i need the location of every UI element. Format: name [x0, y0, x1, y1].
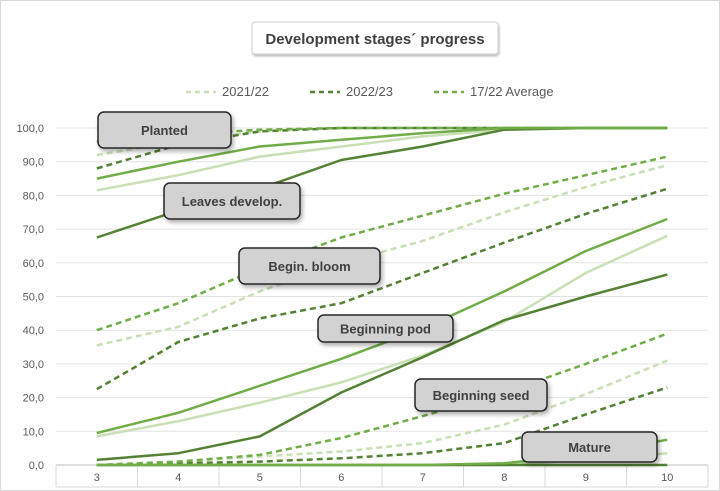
x-tick-label: 5: [257, 472, 263, 484]
line-begin-bloom-2021-22: [96, 163, 668, 347]
legend-label-2022-23: 2022/23: [346, 84, 393, 99]
chart-title-box: Development stages´ progress: [251, 21, 499, 55]
y-tick-label: 50,0: [23, 292, 44, 304]
stage-label-box: [521, 431, 658, 463]
legend-item-2022-23: 2022/23: [310, 84, 393, 99]
grid-lines: [56, 127, 708, 432]
stage-label-text: Beginning seed: [433, 388, 530, 403]
stage-label-text: Leaves develop.: [182, 194, 282, 209]
stage-label-planted: Planted: [97, 111, 232, 149]
line-beginning-pod-2021-22: [96, 234, 668, 438]
stage-label-beginning-seed: Beginning seed: [414, 378, 548, 412]
stage-label-text: Beginning pod: [340, 322, 431, 337]
x-tick-label: 3: [94, 472, 100, 484]
line-beginning-pod-17-22-average: [96, 217, 668, 435]
y-tick-label: 90,0: [23, 157, 44, 169]
stage-label-text: Planted: [141, 123, 188, 138]
line-leaves-develop-17-22-average: [96, 126, 668, 180]
stage-label-box: [163, 182, 301, 220]
stage-label-mature: Mature: [521, 431, 658, 463]
line-beginning-seed-2022-23: [96, 386, 668, 467]
line-beginning-seed-17-22-average: [96, 332, 668, 467]
stage-label-leaves-develop: Leaves develop.: [163, 182, 301, 220]
x-tick-label: 4: [175, 472, 181, 484]
stage-label-text: Mature: [568, 440, 611, 455]
line-begin-bloom-17-22-average: [96, 155, 668, 332]
y-tick-label: 80,0: [23, 190, 44, 202]
legend-item-17-22-average: 17/22 Average: [434, 84, 554, 99]
stage-label-box: [238, 247, 381, 285]
y-tick-label: 30,0: [23, 359, 44, 371]
legend: 2021/22 2022/23 17/22 Average: [186, 84, 554, 99]
chart-title: Development stages´ progress: [265, 31, 484, 48]
y-tick-label: 100,0: [16, 123, 44, 135]
stage-label-beginning-pod: Beginning pod: [317, 314, 454, 343]
legend-label-2021-22: 2021/22: [222, 84, 269, 99]
y-tick-label: 40,0: [23, 325, 44, 337]
y-tick-label: 0,0: [29, 460, 44, 472]
x-tick-label: 9: [583, 472, 589, 484]
stage-label-begin-bloom: Begin. bloom: [238, 247, 381, 285]
x-tick-label: 8: [501, 472, 507, 484]
line-beginning-pod-2022-23: [96, 273, 668, 462]
stage-label-box: [97, 111, 232, 149]
y-tick-label: 70,0: [23, 224, 44, 236]
stage-label-text: Begin. bloom: [268, 259, 350, 274]
x-tick-label: 6: [338, 472, 344, 484]
y-tick-label: 20,0: [23, 393, 44, 405]
legend-item-2021-22: 2021/22: [186, 84, 269, 99]
y-tick-label: 10,0: [23, 426, 44, 438]
stage-label-box: [414, 378, 548, 412]
line-begin-bloom-2022-23: [96, 187, 668, 391]
x-tick-label: 10: [661, 472, 673, 484]
x-tick-label: 7: [420, 472, 426, 484]
y-tick-label: 60,0: [23, 258, 44, 270]
legend-label-17-22-average: 17/22 Average: [470, 84, 554, 99]
stage-labels: Planted Leaves develop. Begin. bloom Beginn…: [97, 111, 658, 463]
stage-label-box: [317, 314, 454, 343]
